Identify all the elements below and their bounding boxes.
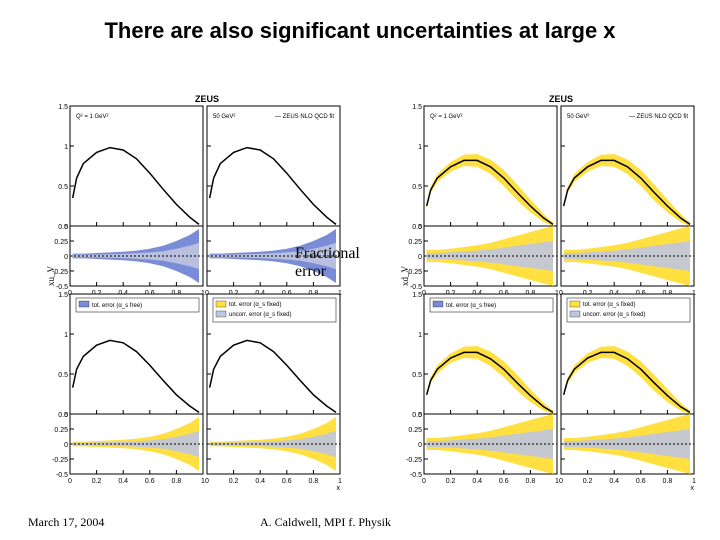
svg-text:x: x	[691, 485, 695, 492]
svg-text:1.5: 1.5	[58, 104, 68, 111]
annotation-line2: error	[295, 263, 360, 281]
svg-text:0: 0	[418, 254, 422, 261]
svg-text:1: 1	[338, 478, 342, 485]
svg-text:-0.5: -0.5	[410, 472, 422, 479]
svg-text:0: 0	[68, 478, 72, 485]
svg-text:1.5: 1.5	[412, 292, 422, 299]
svg-text:uncorr. error (α_s fixed): uncorr. error (α_s fixed)	[583, 312, 646, 318]
svg-text:0.8: 0.8	[309, 478, 319, 485]
svg-text:Q² = 1 GeV²: Q² = 1 GeV²	[76, 114, 109, 120]
svg-text:0.5: 0.5	[58, 372, 68, 379]
svg-text:0.5: 0.5	[58, 184, 68, 191]
svg-text:tot. error (α_s fixed): tot. error (α_s fixed)	[583, 302, 635, 308]
svg-text:-0.5: -0.5	[56, 472, 68, 479]
svg-text:0.5: 0.5	[412, 224, 422, 231]
svg-text:0.6: 0.6	[636, 478, 646, 485]
svg-text:50 GeV²: 50 GeV²	[567, 114, 589, 120]
svg-text:0.6: 0.6	[282, 478, 292, 485]
svg-text:0: 0	[205, 478, 209, 485]
svg-text:— ZEUS NLO QCD fit: — ZEUS NLO QCD fit	[275, 114, 334, 120]
svg-text:0.8: 0.8	[663, 478, 673, 485]
svg-text:uncorr. error (α_s fixed): uncorr. error (α_s fixed)	[229, 312, 292, 318]
right-figure-xdv: ZEUSxd_V00.511.5Q² = 1 GeV²-0.5-0.2500.2…	[398, 92, 698, 492]
svg-text:0.25: 0.25	[408, 427, 422, 434]
svg-text:x: x	[337, 485, 341, 492]
footer-author: A. Caldwell, MPI f. Physik	[260, 515, 391, 530]
page-title: There are also significant uncertainties…	[0, 18, 720, 44]
svg-text:50 GeV²: 50 GeV²	[213, 114, 235, 120]
svg-text:0.4: 0.4	[472, 478, 482, 485]
svg-text:0.2: 0.2	[229, 478, 239, 485]
svg-text:0.25: 0.25	[54, 239, 68, 246]
svg-text:0.2: 0.2	[446, 478, 456, 485]
svg-text:0.8: 0.8	[526, 478, 536, 485]
svg-text:-0.25: -0.25	[406, 269, 422, 276]
svg-text:1: 1	[418, 144, 422, 151]
svg-text:ZEUS: ZEUS	[195, 94, 219, 104]
svg-text:0: 0	[418, 442, 422, 449]
svg-text:0.4: 0.4	[255, 478, 265, 485]
svg-text:tot. error (α_s free): tot. error (α_s free)	[92, 303, 142, 309]
left-figure-xuv: ZEUSxu_V00.511.5Q² = 1 GeV²-0.5-0.2500.2…	[44, 92, 344, 492]
svg-text:1: 1	[64, 144, 68, 151]
svg-text:0: 0	[64, 442, 68, 449]
svg-text:-0.5: -0.5	[56, 284, 68, 291]
svg-text:-0.25: -0.25	[52, 269, 68, 276]
svg-text:0.6: 0.6	[499, 478, 509, 485]
svg-text:0: 0	[422, 478, 426, 485]
svg-text:0.25: 0.25	[408, 239, 422, 246]
svg-text:0.8: 0.8	[172, 478, 182, 485]
svg-text:1: 1	[64, 332, 68, 339]
svg-text:0: 0	[64, 254, 68, 261]
svg-text:0.4: 0.4	[118, 478, 128, 485]
svg-text:1.5: 1.5	[58, 292, 68, 299]
annotation-line1: Fractional	[295, 245, 360, 263]
svg-text:0.5: 0.5	[412, 372, 422, 379]
fractional-error-annotation: Fractional error	[295, 245, 360, 281]
svg-text:0.5: 0.5	[58, 412, 68, 419]
svg-text:tot. error (α_s fixed): tot. error (α_s fixed)	[229, 302, 281, 308]
svg-text:0.2: 0.2	[583, 478, 593, 485]
svg-text:-0.25: -0.25	[52, 457, 68, 464]
svg-text:0.6: 0.6	[145, 478, 155, 485]
footer-date: March 17, 2004	[28, 515, 104, 530]
svg-text:1.5: 1.5	[412, 104, 422, 111]
svg-text:ZEUS: ZEUS	[549, 94, 573, 104]
svg-text:0.4: 0.4	[609, 478, 619, 485]
svg-text:0: 0	[559, 478, 563, 485]
svg-text:1: 1	[418, 332, 422, 339]
svg-text:1: 1	[692, 478, 696, 485]
svg-text:0.25: 0.25	[54, 427, 68, 434]
svg-text:Q² = 1 GeV²: Q² = 1 GeV²	[430, 114, 463, 120]
svg-text:0.2: 0.2	[92, 478, 102, 485]
svg-text:0.5: 0.5	[412, 412, 422, 419]
svg-text:-0.5: -0.5	[410, 284, 422, 291]
svg-text:— ZEUS NLO QCD fit: — ZEUS NLO QCD fit	[629, 114, 688, 120]
svg-text:tot. error (α_s free): tot. error (α_s free)	[446, 303, 496, 309]
svg-text:-0.25: -0.25	[406, 457, 422, 464]
svg-text:0.5: 0.5	[58, 224, 68, 231]
svg-text:0.5: 0.5	[412, 184, 422, 191]
